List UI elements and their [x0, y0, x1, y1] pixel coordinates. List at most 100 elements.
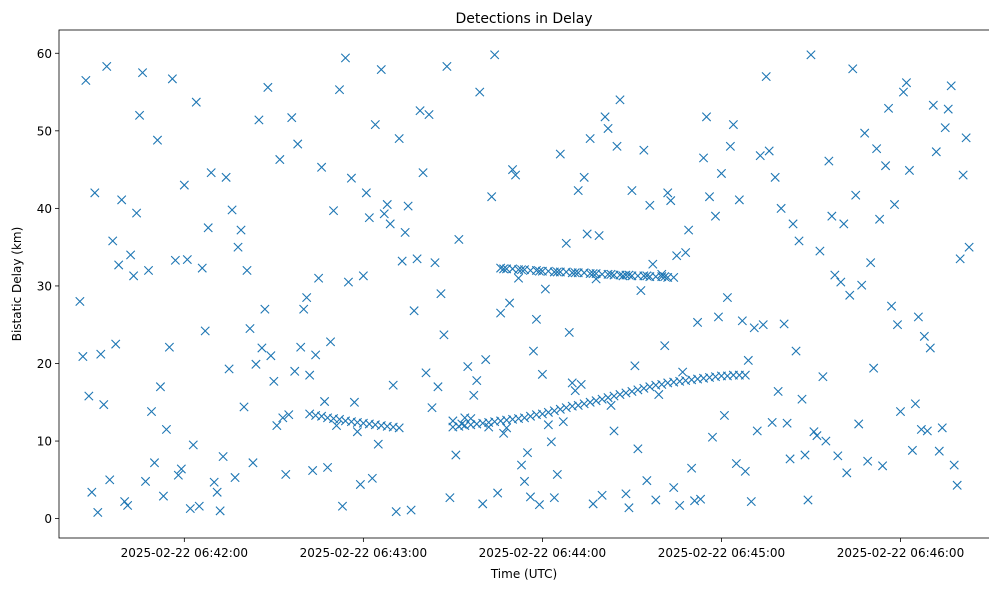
data-point [543, 420, 553, 430]
data-point [904, 165, 915, 175]
data-point [877, 461, 888, 471]
data-point [827, 211, 837, 221]
data-point [961, 133, 971, 143]
data-point [403, 201, 413, 211]
data-point [552, 267, 562, 277]
data-point [361, 188, 371, 198]
data-point [558, 417, 568, 427]
data-point [716, 168, 727, 179]
data-point [143, 265, 154, 276]
data-point [624, 270, 634, 280]
data-point [561, 403, 571, 413]
data-point [99, 400, 109, 410]
data-point [764, 146, 774, 156]
plot-frame [58, 29, 989, 539]
data-point [660, 272, 670, 282]
data-point [504, 298, 515, 308]
x-tick-label: 2025-02-22 06:44:00 [479, 546, 606, 560]
data-point [588, 499, 598, 509]
data-point [221, 172, 231, 182]
data-point [585, 397, 595, 407]
data-point [863, 456, 873, 466]
data-point [773, 386, 783, 397]
data-point [421, 368, 431, 378]
data-point [579, 172, 589, 182]
data-point [627, 386, 637, 397]
data-point [895, 406, 906, 417]
data-point [182, 254, 192, 265]
data-point [296, 342, 306, 352]
data-point [322, 462, 333, 473]
data-point [612, 141, 622, 151]
data-point [415, 106, 425, 116]
data-point [481, 355, 491, 365]
data-point [830, 270, 840, 280]
data-point [173, 470, 183, 480]
data-point [585, 133, 595, 144]
data-point [806, 50, 816, 60]
data-point [689, 496, 700, 506]
data-point [275, 154, 285, 165]
data-point [719, 410, 730, 421]
data-point [152, 135, 163, 145]
data-point [684, 225, 694, 235]
data-point [746, 496, 756, 507]
data-point [582, 229, 592, 239]
data-point [502, 423, 512, 433]
data-point [334, 85, 345, 95]
data-point [678, 367, 688, 377]
data-point [636, 286, 646, 296]
data-point [418, 168, 428, 178]
y-tick-label: 60 [37, 47, 52, 61]
data-point [555, 404, 565, 414]
data-point [328, 206, 339, 216]
data-point [176, 464, 186, 474]
data-point [883, 103, 894, 113]
data-point [707, 432, 718, 442]
data-point [397, 256, 407, 266]
data-point [743, 355, 753, 365]
data-point [561, 238, 571, 248]
y-tick-label: 40 [37, 202, 52, 216]
data-point [555, 149, 565, 159]
data-point [412, 254, 422, 264]
data-point [949, 460, 959, 470]
data-point [570, 268, 580, 278]
data-point [872, 144, 882, 154]
data-point [111, 339, 121, 349]
data-point [603, 393, 613, 403]
data-point [818, 372, 828, 382]
data-point [394, 423, 404, 433]
data-point [812, 431, 822, 441]
data-point [317, 411, 327, 421]
data-point [946, 81, 956, 91]
data-point [901, 78, 912, 88]
data-point [669, 272, 679, 282]
data-point [537, 409, 547, 419]
data-point [606, 400, 616, 410]
data-markers [75, 50, 974, 517]
data-point [430, 258, 440, 268]
data-point [776, 203, 786, 213]
data-point [78, 351, 88, 362]
y-tick-label: 50 [37, 124, 52, 138]
data-point [940, 123, 950, 133]
data-point [519, 413, 530, 423]
data-point [215, 506, 225, 516]
data-point [857, 280, 867, 290]
data-point [239, 402, 249, 412]
data-point [866, 258, 876, 268]
data-point [290, 366, 300, 376]
y-tick-label: 0 [44, 512, 52, 526]
data-point [770, 172, 780, 182]
x-tick-label: 2025-02-22 06:43:00 [300, 546, 427, 560]
data-point [657, 379, 667, 390]
data-point [615, 95, 625, 105]
data-point [591, 396, 601, 406]
data-point [919, 331, 929, 341]
data-point [379, 209, 389, 219]
y-tick-label: 30 [37, 279, 52, 293]
data-point [597, 490, 607, 500]
data-point [606, 269, 616, 279]
data-point [90, 188, 100, 198]
